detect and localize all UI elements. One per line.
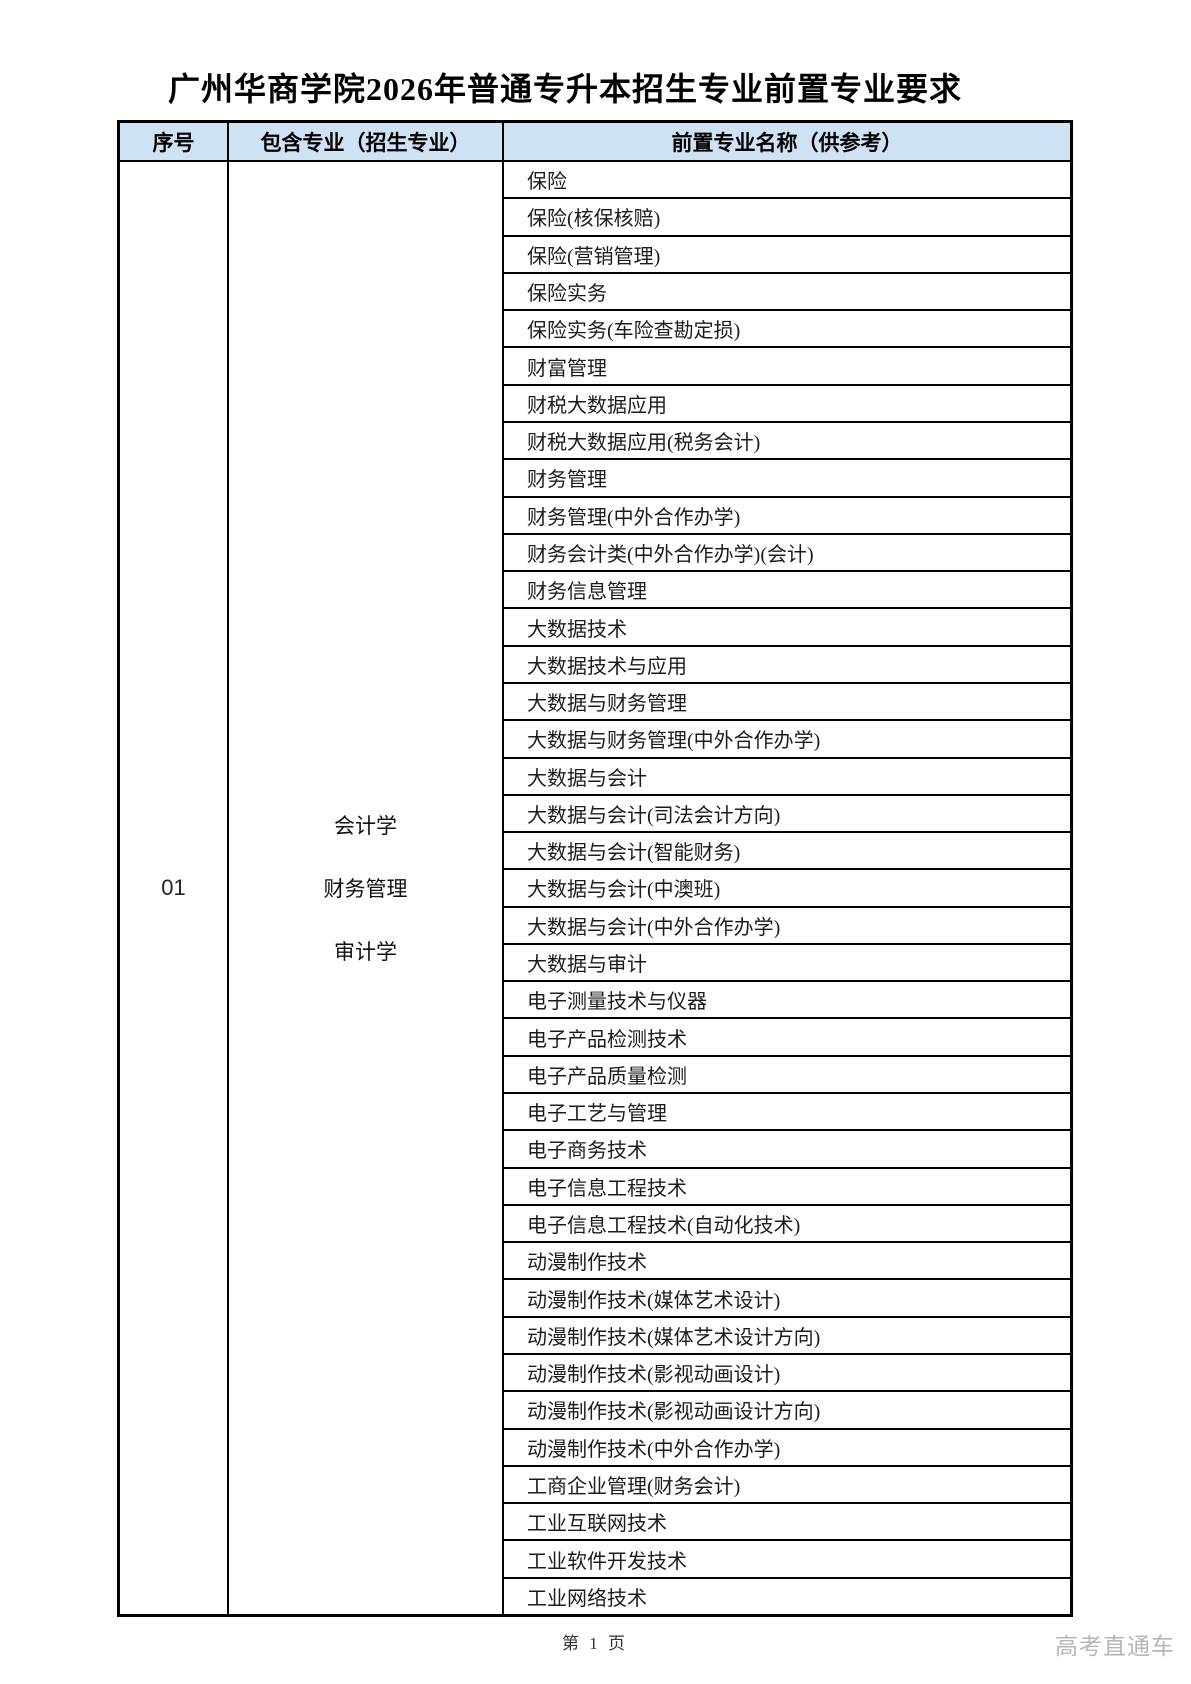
prerequisite-major-label: 大数据与财务管理(中外合作办学) [527,730,821,753]
included-major-label: 会计学 [334,814,397,838]
prerequisite-major-row: 电子信息工程技术 [504,1169,1070,1206]
prerequisite-major-row: 大数据与会计 [504,759,1070,796]
prerequisite-major-label: 财务会计类(中外合作办学)(会计) [527,543,814,566]
prerequisite-major-row: 动漫制作技术(媒体艺术设计方向) [504,1318,1070,1355]
prerequisite-major-row: 工商企业管理(财务会计) [504,1467,1070,1505]
prerequisite-major-row: 电子工艺与管理 [504,1094,1070,1132]
prerequisite-major-label: 大数据与财务管理 [527,693,687,716]
prerequisite-major-label: 动漫制作技术(中外合作办学) [527,1438,781,1461]
prerequisite-major-row: 电子测量技术与仪器 [504,982,1070,1020]
prerequisite-major-label: 电子产品检测技术 [527,1028,687,1051]
prerequisite-major-row: 大数据与审计 [504,945,1070,983]
prerequisite-major-label: 保险实务 [527,282,607,305]
prerequisite-major-row: 动漫制作技术(媒体艺术设计) [504,1280,1070,1318]
prerequisite-major-row: 大数据与会计(司法会计方向) [504,796,1070,834]
prerequisite-major-label: 动漫制作技术(媒体艺术设计) [527,1289,781,1312]
prerequisite-major-label: 财税大数据应用(税务会计) [527,432,761,455]
header-number: 序号 [120,123,229,160]
majors-table: 序号 包含专业（招生专业） 前置专业名称（供参考） 01 会计学 财务管理 审计… [117,120,1073,1617]
prerequisite-major-label: 财务信息管理 [527,581,647,604]
prerequisite-major-row: 电子信息工程技术(自动化技术) [504,1206,1070,1244]
prerequisite-major-row: 保险实务(车险查勘定损) [504,311,1070,349]
prerequisite-major-label: 保险(营销管理) [527,245,661,268]
prerequisite-major-label: 电子信息工程技术(自动化技术) [527,1215,801,1238]
prerequisite-major-label: 动漫制作技术(影视动画设计) [527,1364,781,1387]
prerequisite-major-label: 工商企业管理(财务会计) [527,1475,741,1498]
prerequisite-major-label: 电子测量技术与仪器 [527,991,707,1014]
header-included-majors: 包含专业（招生专业） [229,123,504,160]
prerequisite-major-label: 财务管理 [527,469,607,492]
prerequisite-major-label: 电子信息工程技术 [527,1177,687,1200]
prerequisite-major-row: 保险(核保核赔) [504,199,1070,237]
prerequisite-major-row: 财富管理 [504,348,1070,386]
prerequisite-major-label: 电子商务技术 [527,1140,647,1163]
prerequisite-major-label: 动漫制作技术 [527,1252,647,1275]
prerequisite-major-label: 工业互联网技术 [527,1513,667,1536]
header-prerequisite-majors: 前置专业名称（供参考） [671,130,903,155]
prerequisite-major-label: 大数据与审计 [527,954,647,977]
prerequisite-major-row: 工业软件开发技术 [504,1541,1070,1579]
prerequisite-major-row: 保险 [504,162,1070,200]
included-major-label: 审计学 [334,940,397,964]
prerequisite-major-row: 财务信息管理 [504,572,1070,610]
watermark-text: 高考直通车 [1055,1633,1175,1659]
prerequisite-major-row: 大数据与会计(中澳班) [504,870,1070,908]
prerequisite-major-row: 大数据与会计(智能财务) [504,833,1070,871]
prerequisite-major-row: 财税大数据应用 [504,386,1070,423]
prerequisite-major-label: 电子工艺与管理 [527,1103,667,1126]
prerequisite-major-label: 财务管理(中外合作办学) [527,506,741,529]
prerequisite-major-row: 财务管理(中外合作办学) [504,498,1070,535]
prerequisite-major-row: 大数据技术 [504,609,1070,647]
included-major-label: 财务管理 [323,877,408,901]
prerequisite-major-row: 动漫制作技术 [504,1243,1070,1281]
page-title: 广州华商学院2026年普通专升本招生专业前置专业要求 [167,71,962,107]
serial-number-cell: 01 [120,162,229,1614]
page-number: 第 1 页 [562,1634,628,1653]
prerequisite-major-row: 动漫制作技术(影视动画设计方向) [504,1392,1070,1430]
prerequisite-major-label: 保险实务(车险查勘定损) [527,320,741,343]
prerequisite-major-row: 大数据与会计(中外合作办学) [504,908,1070,945]
included-majors-cell: 会计学 财务管理 审计学 [229,162,504,1614]
prerequisite-major-label: 财富管理 [527,357,607,380]
prerequisite-major-label: 财税大数据应用 [527,394,667,417]
prerequisite-major-row: 电子产品检测技术 [504,1019,1070,1057]
prerequisite-major-row: 电子产品质量检测 [504,1057,1070,1095]
prerequisite-major-row: 大数据技术与应用 [504,647,1070,684]
prerequisite-major-label: 大数据与会计(司法会计方向) [527,804,781,827]
prerequisite-major-label: 电子产品质量检测 [527,1065,687,1088]
prerequisite-major-label: 动漫制作技术(影视动画设计方向) [527,1401,821,1424]
prerequisite-major-row: 保险(营销管理) [504,237,1070,274]
prerequisite-major-row: 大数据与财务管理 [504,684,1070,722]
prerequisite-major-row: 电子商务技术 [504,1131,1070,1169]
prerequisite-major-row: 财务会计类(中外合作办学)(会计) [504,535,1070,573]
prerequisite-major-row: 动漫制作技术(中外合作办学) [504,1430,1070,1467]
prerequisite-major-label: 工业软件开发技术 [527,1550,687,1573]
table-header-row: 序号 包含专业（招生专业） 前置专业名称（供参考） [120,123,1070,162]
prerequisite-major-row: 工业互联网技术 [504,1504,1070,1542]
prerequisite-major-row: 保险实务 [504,274,1070,312]
prerequisite-majors-column: 保险 保险(核保核赔) 保险(营销管理) 保险实务 保险实务(车险查勘定损) [504,162,1070,1614]
prerequisite-major-row: 大数据与财务管理(中外合作办学) [504,721,1070,759]
table-body: 01 会计学 财务管理 审计学 保险 保险(核保核赔) 保险(营销管理 [120,162,1070,1614]
prerequisite-major-label: 大数据技术与应用 [527,655,687,678]
prerequisite-major-label: 大数据与会计 [527,767,647,790]
prerequisite-major-row: 动漫制作技术(影视动画设计) [504,1355,1070,1393]
prerequisite-major-row: 财务管理 [504,460,1070,498]
prerequisite-major-label: 大数据与会计(智能财务) [527,842,741,865]
prerequisite-major-label: 动漫制作技术(媒体艺术设计方向) [527,1326,821,1349]
prerequisite-major-label: 大数据与会计(中外合作办学) [527,916,781,939]
prerequisite-major-row: 财税大数据应用(税务会计) [504,423,1070,461]
prerequisite-major-label: 保险(核保核赔) [527,208,661,231]
prerequisite-major-label: 保险 [527,171,567,194]
prerequisite-major-label: 工业网络技术 [527,1587,647,1610]
prerequisite-major-label: 大数据技术 [527,618,627,641]
prerequisite-major-row: 工业网络技术 [504,1579,1070,1614]
prerequisite-major-label: 大数据与会计(中澳班) [527,879,721,902]
